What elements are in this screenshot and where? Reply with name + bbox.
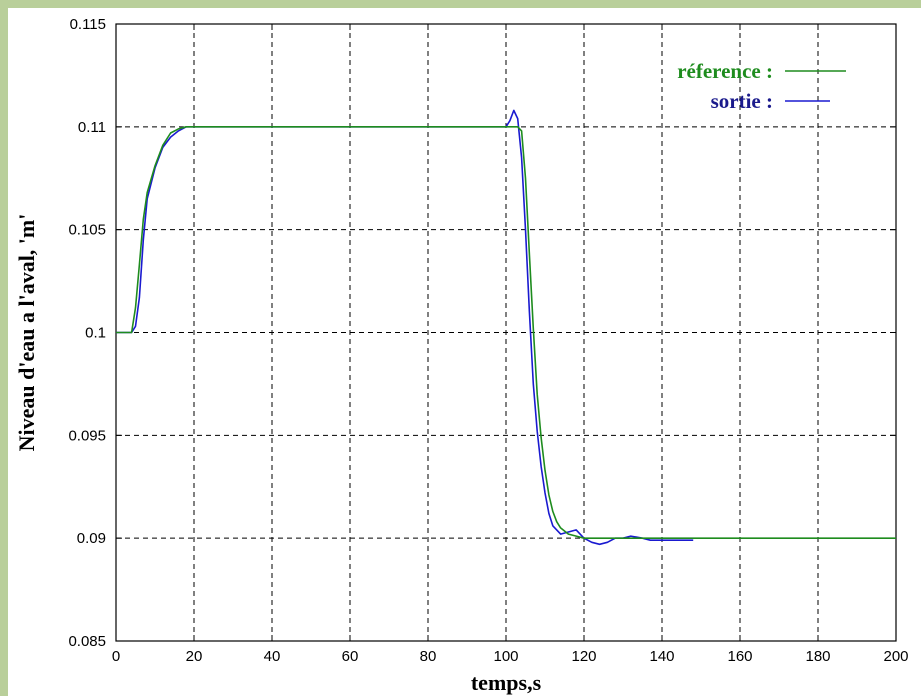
legend-label-reference: réference : <box>677 59 773 83</box>
y-tick-label: 0.09 <box>77 530 106 547</box>
y-tick-label: 0.095 <box>68 427 106 444</box>
line-chart: 0 20 40 60 80 100 120 140 160 180 200 0.0850.090.0… <box>14 16 909 695</box>
x-tick-label: 20 <box>186 648 203 665</box>
x-tick-label: 200 <box>883 648 908 665</box>
x-tick-label: 180 <box>805 648 830 665</box>
x-tick-label: 60 <box>342 648 359 665</box>
x-tick-label: 160 <box>727 648 752 665</box>
series-lines <box>116 109 896 546</box>
grid <box>116 24 896 641</box>
chart-frame: 0 20 40 60 80 100 120 140 160 180 200 0.085 0.09 0.0… <box>8 8 921 696</box>
y-tick-label: 0.085 <box>68 633 106 650</box>
x-tick-label: 80 <box>420 648 437 665</box>
y-tick-labels: 0.085 0.09 0.095 0.1 0.105 0.11 0.115 <box>68 16 106 650</box>
y-tick-label: 0.105 <box>68 222 106 239</box>
y-tick-label: 0.1 <box>85 325 106 342</box>
legend: réference : sortie : <box>677 59 846 113</box>
series-line-reference <box>116 126 896 540</box>
x-tick-label: 140 <box>649 648 674 665</box>
legend-label-sortie: sortie : <box>711 89 773 113</box>
y-axis-title: Niveau d'eau a l'aval, 'm' <box>14 214 39 452</box>
y-tick-label: 0.115 <box>70 16 106 33</box>
x-axis-title: temps,s <box>471 670 542 695</box>
tick-marks <box>115 23 897 642</box>
series-line-sortie <box>116 109 694 546</box>
x-tick-label: 120 <box>571 648 596 665</box>
x-tick-label: 0 <box>112 648 120 665</box>
y-tick-label: 0.11 <box>78 119 106 136</box>
x-tick-label: 40 <box>264 648 281 665</box>
x-tick-labels: 0 20 40 60 80 100 120 140 160 180 200 <box>112 648 909 665</box>
x-tick-label: 100 <box>493 648 518 665</box>
